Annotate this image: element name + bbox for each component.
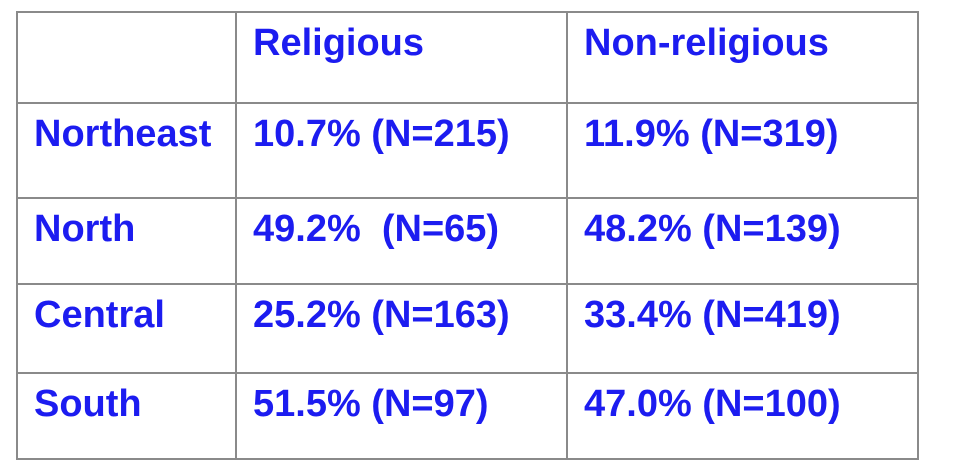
table-cell: 47.0% (N=100) (566, 372, 919, 460)
column-header: Religious (235, 11, 568, 104)
table-row: Northeast 10.7% (N=215) 11.9% (N=319) (16, 102, 919, 199)
table-row: North 49.2% (N=65) 48.2% (N=139) (16, 197, 919, 285)
table-cell: 51.5% (N=97) (235, 372, 568, 460)
corner-cell (16, 11, 237, 104)
table-row: Central 25.2% (N=163) 33.4% (N=419) (16, 283, 919, 374)
row-label: Northeast (16, 102, 237, 199)
table-row: South 51.5% (N=97) 47.0% (N=100) (16, 372, 919, 460)
table-cell: 11.9% (N=319) (566, 102, 919, 199)
table-cell: 33.4% (N=419) (566, 283, 919, 374)
table-cell: 10.7% (N=215) (235, 102, 568, 199)
row-label: South (16, 372, 237, 460)
column-header: Non-religious (566, 11, 919, 104)
data-table: Religious Non-religious Northeast 10.7% … (16, 11, 919, 460)
row-label: North (16, 197, 237, 285)
header-row: Religious Non-religious (16, 11, 919, 104)
row-label: Central (16, 283, 237, 374)
table-cell: 48.2% (N=139) (566, 197, 919, 285)
table-cell: 49.2% (N=65) (235, 197, 568, 285)
table-cell: 25.2% (N=163) (235, 283, 568, 374)
